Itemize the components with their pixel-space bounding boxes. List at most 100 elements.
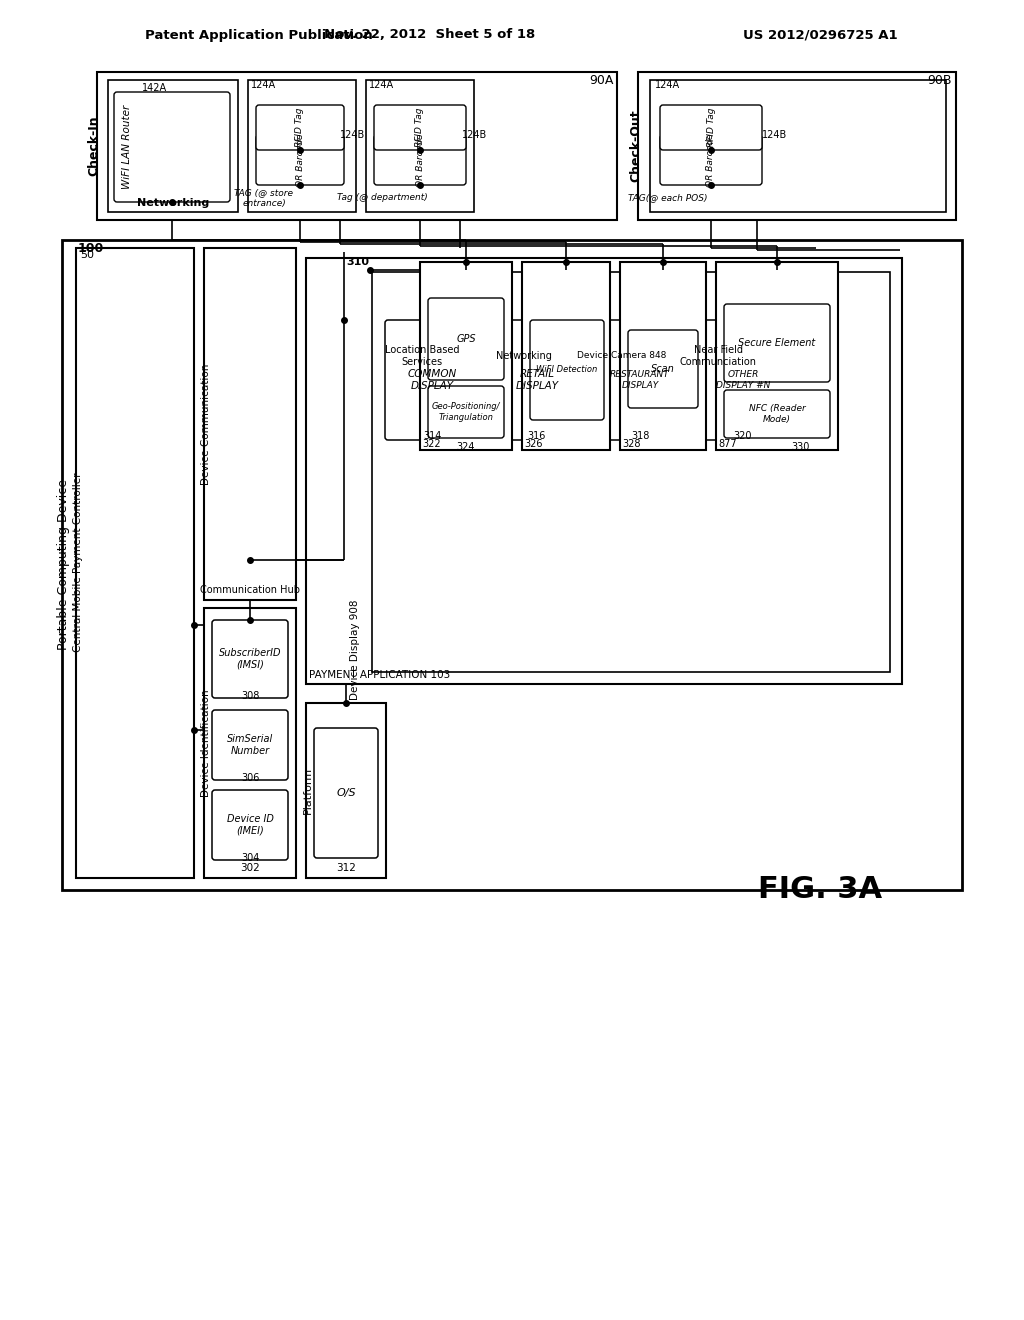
FancyBboxPatch shape xyxy=(385,319,480,440)
Text: 50: 50 xyxy=(80,249,94,260)
Text: Scan: Scan xyxy=(651,364,675,374)
Text: WiFI Detection: WiFI Detection xyxy=(537,366,598,375)
Text: 142A: 142A xyxy=(142,83,168,92)
Text: 877: 877 xyxy=(718,440,736,449)
Text: Patent Application Publication: Patent Application Publication xyxy=(145,29,373,41)
FancyBboxPatch shape xyxy=(428,298,504,380)
FancyBboxPatch shape xyxy=(62,240,962,890)
Text: Device ID
(IMEI): Device ID (IMEI) xyxy=(226,814,273,836)
FancyBboxPatch shape xyxy=(204,248,296,601)
FancyBboxPatch shape xyxy=(628,330,698,408)
Text: Device Identification: Device Identification xyxy=(201,689,211,797)
Text: Central Mobile Payment Controller: Central Mobile Payment Controller xyxy=(73,473,83,652)
FancyBboxPatch shape xyxy=(212,789,288,861)
Text: FIG. 3A: FIG. 3A xyxy=(758,875,882,904)
Text: 314: 314 xyxy=(423,432,441,441)
Text: 124B: 124B xyxy=(462,129,487,140)
Text: QR Barcode: QR Barcode xyxy=(296,133,304,186)
FancyBboxPatch shape xyxy=(594,319,686,440)
FancyBboxPatch shape xyxy=(724,389,830,438)
FancyBboxPatch shape xyxy=(306,257,902,684)
FancyBboxPatch shape xyxy=(108,81,238,213)
Text: QR Barcode: QR Barcode xyxy=(707,133,716,186)
FancyBboxPatch shape xyxy=(530,319,604,420)
FancyBboxPatch shape xyxy=(638,73,956,220)
FancyBboxPatch shape xyxy=(522,261,610,450)
Text: 124A: 124A xyxy=(252,81,276,90)
Text: 308: 308 xyxy=(241,690,259,701)
FancyBboxPatch shape xyxy=(724,304,830,381)
Text: 100: 100 xyxy=(78,242,104,255)
Text: TAG(@ each POS): TAG(@ each POS) xyxy=(629,194,708,202)
Text: 302: 302 xyxy=(240,863,260,873)
FancyBboxPatch shape xyxy=(650,81,946,213)
FancyBboxPatch shape xyxy=(314,729,378,858)
Text: TAG (@ store
entrance): TAG (@ store entrance) xyxy=(234,189,294,207)
Text: 90A: 90A xyxy=(590,74,614,87)
Text: Secure Element: Secure Element xyxy=(738,338,816,348)
FancyBboxPatch shape xyxy=(212,620,288,698)
Text: COMMON
DISPLAY: COMMON DISPLAY xyxy=(408,370,457,391)
Text: Communication Hub: Communication Hub xyxy=(200,585,300,595)
FancyBboxPatch shape xyxy=(716,261,838,450)
Text: Device Communication: Device Communication xyxy=(201,363,211,484)
FancyBboxPatch shape xyxy=(366,81,474,213)
Text: 306: 306 xyxy=(241,774,259,783)
Text: GPS: GPS xyxy=(456,334,476,345)
FancyBboxPatch shape xyxy=(248,81,356,213)
Text: Nov. 22, 2012  Sheet 5 of 18: Nov. 22, 2012 Sheet 5 of 18 xyxy=(325,29,536,41)
Text: Geo-Positioning/
Triangulation: Geo-Positioning/ Triangulation xyxy=(432,403,501,421)
Text: 124A: 124A xyxy=(370,81,394,90)
FancyBboxPatch shape xyxy=(698,319,788,440)
Text: RESTAURANT
DISPLAY: RESTAURANT DISPLAY xyxy=(610,371,670,389)
FancyBboxPatch shape xyxy=(374,135,466,185)
FancyBboxPatch shape xyxy=(256,106,344,150)
Text: 312: 312 xyxy=(336,863,356,873)
Text: 124B: 124B xyxy=(762,129,787,140)
Text: 330: 330 xyxy=(791,442,809,451)
Text: RFID Tag: RFID Tag xyxy=(296,107,304,147)
FancyBboxPatch shape xyxy=(306,704,386,878)
Text: OTHER
DISPLAY #N: OTHER DISPLAY #N xyxy=(716,371,770,389)
Text: Device Camera 848: Device Camera 848 xyxy=(578,351,667,360)
Text: RFID Tag: RFID Tag xyxy=(416,107,425,147)
Text: SubscriberID
(IMSI): SubscriberID (IMSI) xyxy=(219,648,282,669)
FancyBboxPatch shape xyxy=(492,319,582,440)
Text: 304: 304 xyxy=(241,853,259,863)
FancyBboxPatch shape xyxy=(372,272,890,672)
Text: 320: 320 xyxy=(734,432,753,441)
Text: Check-In: Check-In xyxy=(87,116,100,177)
Text: 316: 316 xyxy=(527,432,546,441)
Text: QR Barcode: QR Barcode xyxy=(416,133,425,186)
Text: Portable Computing Device: Portable Computing Device xyxy=(57,479,71,651)
Text: RFID Tag: RFID Tag xyxy=(707,107,716,147)
Text: 326: 326 xyxy=(524,440,543,449)
FancyBboxPatch shape xyxy=(204,609,296,878)
FancyBboxPatch shape xyxy=(114,92,230,202)
Text: 324: 324 xyxy=(457,442,475,451)
FancyBboxPatch shape xyxy=(620,261,706,450)
Text: SimSerial
Number: SimSerial Number xyxy=(227,734,273,756)
Text: US 2012/0296725 A1: US 2012/0296725 A1 xyxy=(742,29,897,41)
Text: 124A: 124A xyxy=(655,81,681,90)
FancyBboxPatch shape xyxy=(374,106,466,150)
FancyBboxPatch shape xyxy=(428,385,504,438)
FancyBboxPatch shape xyxy=(420,261,512,450)
Text: 90B: 90B xyxy=(928,74,952,87)
Text: Location Based
Services: Location Based Services xyxy=(385,346,459,367)
Text: Device Display 908: Device Display 908 xyxy=(350,599,360,700)
FancyBboxPatch shape xyxy=(256,135,344,185)
Text: PAYMENT APPLICATION 103: PAYMENT APPLICATION 103 xyxy=(309,671,451,680)
FancyBboxPatch shape xyxy=(97,73,617,220)
FancyBboxPatch shape xyxy=(660,106,762,150)
Text: Networking: Networking xyxy=(137,198,209,209)
Text: O/S: O/S xyxy=(336,788,355,799)
Text: 328: 328 xyxy=(622,440,640,449)
Text: NFC (Reader
Mode): NFC (Reader Mode) xyxy=(749,404,805,424)
Text: 318: 318 xyxy=(631,432,649,441)
Text: WiFI LAN Router: WiFI LAN Router xyxy=(122,104,132,189)
Text: Near Field
Communciation: Near Field Communciation xyxy=(680,346,757,367)
Text: Check-Out: Check-Out xyxy=(630,110,642,182)
FancyBboxPatch shape xyxy=(212,710,288,780)
Text: RETAIL
DISPLAY: RETAIL DISPLAY xyxy=(515,370,558,391)
